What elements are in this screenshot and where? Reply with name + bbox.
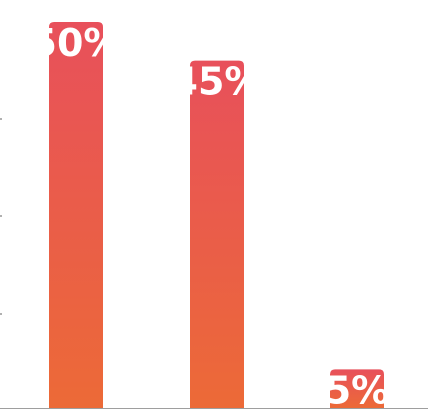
y-axis-ticks [0, 118, 2, 315]
bar [190, 60, 244, 408]
data-label: 5% [325, 368, 390, 412]
bar [330, 369, 384, 408]
bar [49, 22, 103, 408]
data-label: 45% [172, 60, 263, 104]
y-tick-mark [0, 118, 2, 120]
bars-group [49, 22, 384, 408]
y-tick-mark [0, 215, 2, 217]
y-tick-mark [0, 313, 2, 315]
data-label: 50% [31, 21, 122, 65]
data-labels-group: 50% 45% 5% [31, 21, 390, 412]
